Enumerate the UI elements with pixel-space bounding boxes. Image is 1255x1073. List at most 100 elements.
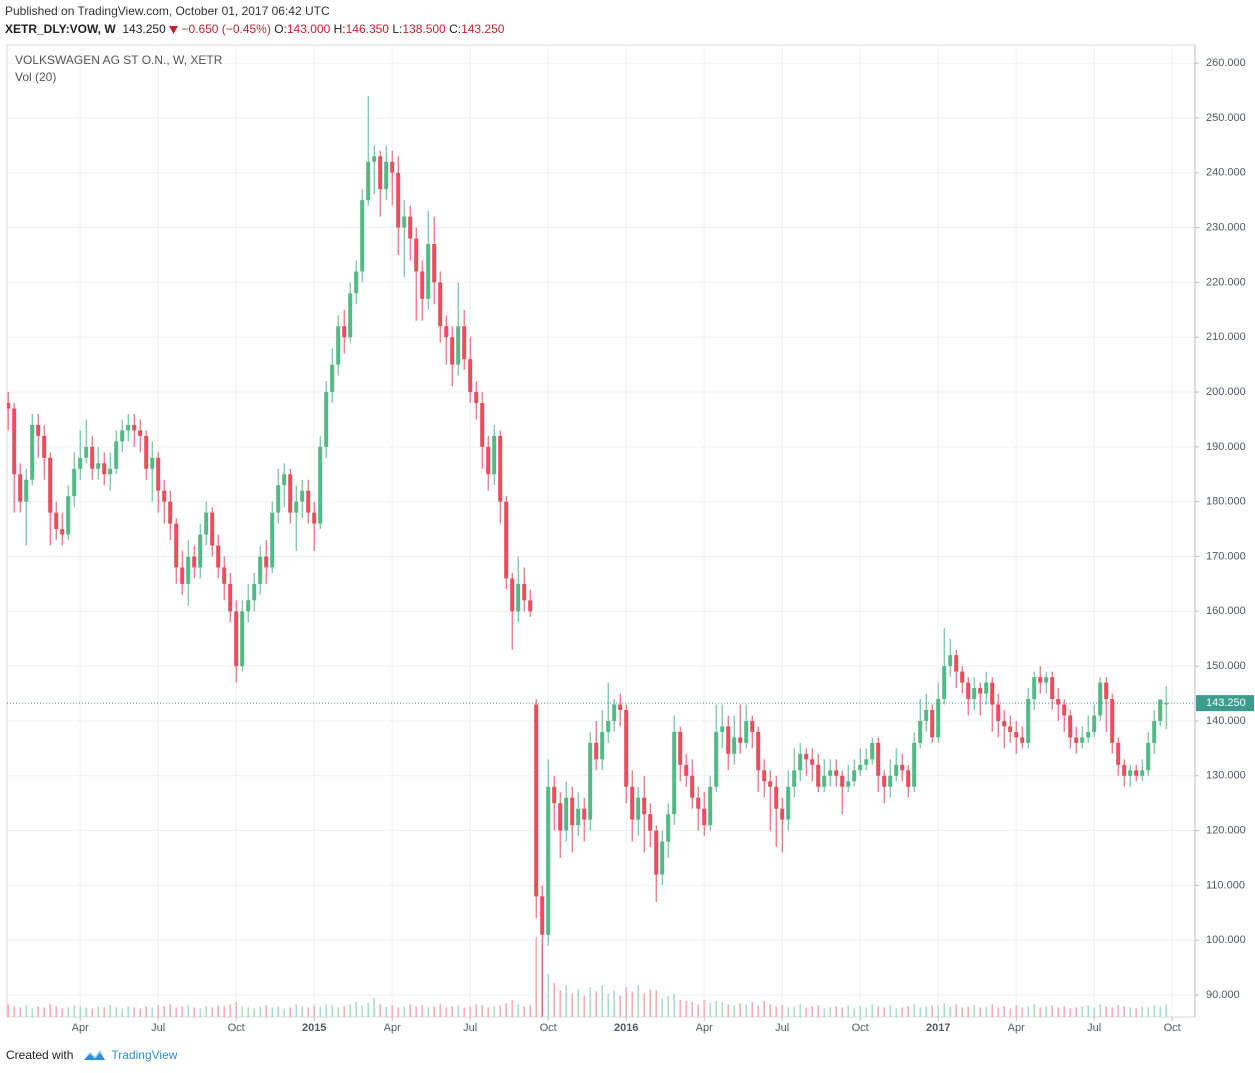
- candle-body: [54, 512, 59, 530]
- volume-bar: [43, 1007, 45, 1017]
- candle-body: [60, 529, 65, 535]
- volume-bar: [349, 1004, 351, 1017]
- x-tick-label: 2016: [614, 1022, 638, 1034]
- candle-body: [42, 435, 47, 458]
- candle-body: [1068, 715, 1073, 738]
- candle-body: [846, 781, 851, 787]
- candle-body: [660, 841, 665, 875]
- volume-bar: [979, 1007, 981, 1017]
- y-tick-label: 230.000: [1206, 221, 1246, 233]
- candle-body: [264, 556, 269, 568]
- candle-body: [468, 359, 473, 393]
- volume-bar: [937, 1005, 939, 1017]
- volume-bar: [277, 1006, 279, 1017]
- chart-title: VOLKSWAGEN AG ST O.N., W, XETR: [15, 53, 223, 67]
- candle-body: [294, 501, 299, 513]
- volume-bar: [433, 1006, 435, 1017]
- volume-bar: [763, 1001, 765, 1017]
- candle-body: [738, 737, 743, 743]
- candle-body: [1080, 737, 1085, 743]
- candle-body: [1158, 699, 1163, 721]
- candle-body: [30, 424, 35, 480]
- candle-body: [1020, 737, 1025, 743]
- last-price-box: [1196, 695, 1254, 712]
- candle-body: [7, 402, 11, 409]
- volume-bar: [439, 1004, 441, 1017]
- candle-body: [1074, 737, 1079, 743]
- volume-bar: [1081, 1006, 1083, 1017]
- candle-body: [1122, 764, 1127, 776]
- volume-bar: [517, 1004, 519, 1017]
- y-tick-label: 170.000: [1206, 550, 1246, 562]
- candle-body: [246, 600, 251, 612]
- candle-body: [504, 501, 509, 579]
- volume-bar: [961, 1007, 963, 1017]
- candle-body: [432, 244, 437, 283]
- candle-body: [978, 688, 983, 694]
- volume-bar: [391, 1005, 393, 1017]
- y-tick-label: 90.000: [1206, 989, 1240, 1001]
- volume-bar: [943, 1003, 945, 1017]
- candle-body: [456, 326, 461, 365]
- candle-body: [144, 435, 149, 469]
- volume-bar: [247, 1007, 249, 1017]
- candles: [7, 95, 1169, 1017]
- volume-bar: [925, 1006, 927, 1017]
- published-note: Published on TradingView.com, October 01…: [5, 4, 330, 18]
- candle-body: [546, 786, 551, 935]
- volume-bar: [571, 993, 573, 1017]
- candle-body: [12, 408, 17, 475]
- volume-bar: [463, 1007, 465, 1017]
- x-tick-label: Jul: [151, 1022, 165, 1034]
- candle-body: [828, 770, 833, 776]
- candle-body: [168, 501, 173, 524]
- volume-bar: [727, 1004, 729, 1017]
- volume-bar: [775, 1006, 777, 1017]
- volume-bar: [85, 1007, 87, 1017]
- volume-bar: [619, 995, 621, 1017]
- volume-bar: [757, 1005, 759, 1017]
- candle-body: [888, 775, 893, 787]
- y-tick-label: 110.000: [1206, 879, 1245, 891]
- volume-bar: [121, 1008, 123, 1017]
- candle-body: [966, 682, 971, 700]
- volume-bar: [895, 1008, 897, 1017]
- candle-body: [780, 808, 785, 820]
- logo: [84, 1050, 106, 1060]
- candle-body: [924, 709, 929, 721]
- candle-body: [480, 402, 485, 447]
- candle-body: [1152, 720, 1157, 743]
- candle-body: [162, 490, 167, 502]
- volume-bar: [733, 1005, 735, 1017]
- volume-bar: [1033, 1004, 1035, 1017]
- candle-body: [552, 786, 557, 804]
- volume-bar: [1063, 1006, 1065, 1017]
- candle-body: [810, 759, 815, 765]
- candle-body: [1086, 731, 1091, 738]
- candle-body: [78, 457, 83, 469]
- candle-body: [198, 534, 203, 568]
- volume-bar: [55, 1006, 57, 1017]
- volume-bar: [181, 1006, 183, 1017]
- volume-bar: [877, 1006, 879, 1017]
- axes: 90.000 100.000 110.000 120.000 130.000 140.00…: [7, 45, 1254, 1034]
- volume-bar: [631, 991, 633, 1017]
- volume-bar: [829, 1007, 831, 1017]
- volume-bar: [109, 1005, 111, 1017]
- close-value: 143.250: [461, 22, 505, 36]
- candle-body: [972, 688, 977, 700]
- candle-body: [876, 742, 881, 776]
- candle-body: [534, 704, 539, 897]
- volume-bar: [1045, 1006, 1047, 1017]
- candle-body: [270, 512, 275, 568]
- footer: Created with TradingView: [6, 1047, 177, 1063]
- open-value: 143.000: [286, 22, 331, 36]
- candle-body: [306, 490, 311, 513]
- candle-body: [870, 742, 875, 760]
- volume-bar: [577, 989, 579, 1017]
- volume-bar: [337, 1007, 339, 1017]
- volume-bar: [919, 1007, 921, 1017]
- volume-bar: [649, 989, 651, 1017]
- volume-bar: [871, 1004, 873, 1017]
